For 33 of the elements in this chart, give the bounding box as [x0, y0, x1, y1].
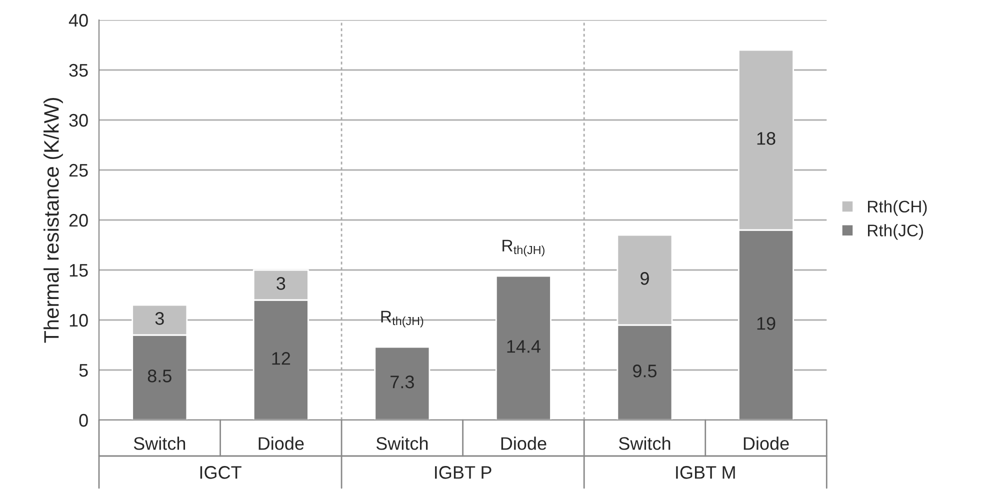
data-label: 3 — [155, 312, 164, 325]
data-label: 9.5 — [633, 364, 657, 378]
y-tick-label: 40 — [68, 14, 88, 27]
data-label: 9 — [640, 272, 649, 285]
annotation: R$_{th(JH)}$ — [502, 240, 544, 256]
x-tick-label: Switch — [376, 436, 428, 450]
y-tick-label: 35 — [69, 64, 88, 77]
data-label: 7.3 — [390, 376, 414, 388]
y-tick-label: 20 — [69, 214, 88, 227]
x-tick-label: Switch — [134, 436, 186, 450]
text: IGBT M — [676, 466, 735, 479]
x-tick-label: Diode — [744, 436, 789, 450]
legend-label: Rth(JC) — [868, 224, 924, 240]
legend-label: Rth(CH) — [868, 200, 927, 216]
text: IGCT — [200, 466, 242, 479]
data-label: 3 — [276, 277, 286, 290]
text: IGBT P — [435, 466, 492, 479]
y-tick-label: 30 — [69, 114, 88, 127]
data-label: 12 — [272, 352, 290, 365]
data-label: 8.5 — [148, 370, 172, 382]
annotation: R$_{th(JH)}$ — [381, 310, 424, 328]
y-tick-label: 5 — [79, 364, 88, 377]
y-tick-label: 0 — [79, 414, 88, 427]
y-tick-label: 10 — [70, 314, 88, 327]
x-tick-label: Diode — [501, 436, 546, 450]
y-tick-label: 25 — [69, 164, 88, 177]
y-tick-label: 15 — [70, 264, 88, 277]
x-tick-label: Switch — [618, 436, 670, 450]
data-label: 19 — [757, 317, 776, 330]
x-tick-label: Diode — [258, 436, 304, 450]
data-label: 14.4 — [507, 340, 541, 353]
data-label: 18 — [757, 132, 776, 145]
y-axis-title: Thermal resistance (K/kW) — [44, 98, 63, 343]
